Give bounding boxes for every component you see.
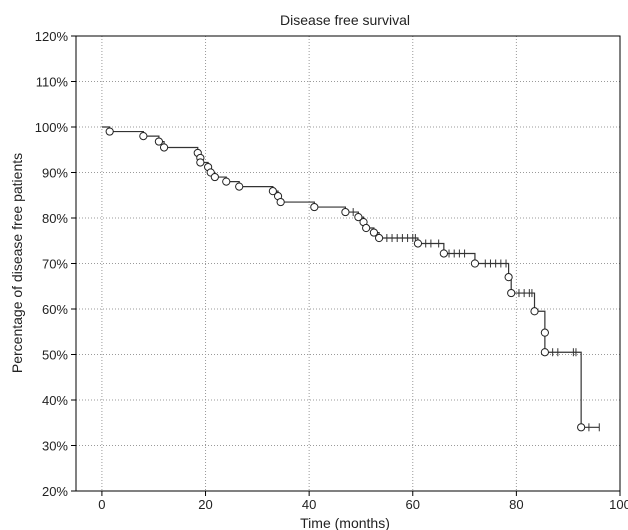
event-point	[159, 143, 169, 152]
chart-title: Disease free survival	[280, 12, 410, 28]
y-tick-label: 110%	[36, 75, 69, 90]
y-tick-label: 80%	[42, 211, 68, 226]
y-tick-label: 30%	[42, 439, 68, 454]
x-tick-label: 0	[98, 497, 105, 512]
y-tick-label: 40%	[42, 393, 68, 408]
event-point	[374, 233, 384, 243]
x-tick-label: 40	[302, 497, 316, 512]
event-point	[439, 249, 448, 258]
event-point	[540, 348, 549, 357]
y-tick-label: 20%	[42, 484, 68, 499]
x-tick-label: 60	[406, 497, 420, 512]
event-point	[276, 197, 285, 207]
y-tick-label: 50%	[42, 348, 68, 363]
y-axis-label: Percentage of disease free patients	[9, 153, 25, 373]
event-point	[105, 127, 114, 136]
event-point	[362, 223, 371, 233]
event-point	[222, 177, 231, 186]
x-tick-label: 100	[609, 497, 628, 512]
grid	[76, 36, 620, 491]
event-point	[540, 328, 549, 337]
x-axis-label: Time (months)	[300, 515, 390, 530]
y-tick-label: 60%	[42, 302, 68, 317]
event-point	[196, 158, 205, 167]
event-point	[470, 259, 480, 268]
event-point	[235, 182, 244, 191]
x-tick-label: 20	[198, 497, 212, 512]
y-tick-label: 70%	[42, 257, 68, 272]
event-point	[354, 212, 363, 222]
x-tick-label: 80	[509, 497, 523, 512]
event-point	[310, 202, 319, 212]
event-point	[577, 423, 586, 432]
axes: 0 20 40 60 80 100 20% 30% 40% 50% 60% 70% 80% 90% 100%…	[35, 29, 628, 512]
y-tick-label: 90%	[42, 166, 68, 181]
event-point	[413, 239, 423, 248]
event-point	[530, 307, 539, 316]
y-tick-label: 100%	[35, 120, 69, 135]
event-point	[268, 187, 277, 196]
event-point	[507, 288, 516, 298]
event-point	[369, 228, 379, 237]
event-point	[154, 137, 163, 146]
y-tick-label: 120%	[35, 29, 69, 44]
survival-line	[101, 126, 600, 428]
survival-curve	[101, 126, 600, 432]
event-point	[341, 207, 350, 217]
event-point	[504, 273, 513, 282]
event-point	[139, 132, 148, 141]
event-point	[210, 172, 219, 182]
